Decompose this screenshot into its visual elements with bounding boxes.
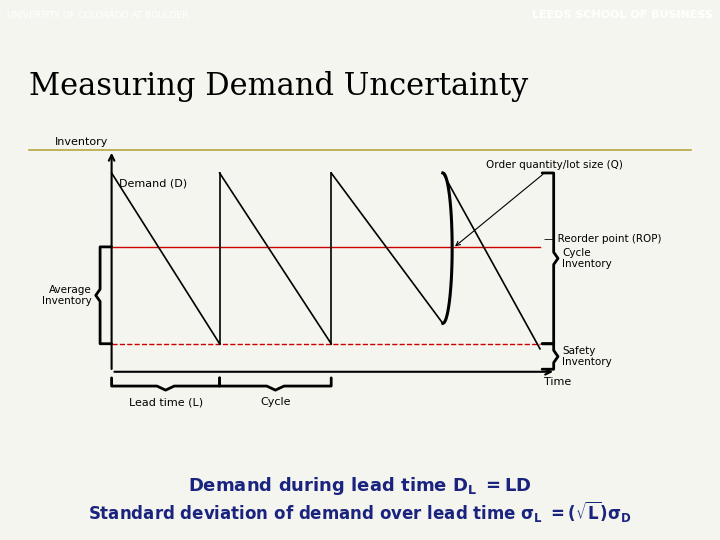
Text: Safety
Inventory: Safety Inventory bbox=[562, 346, 612, 367]
Text: Standard deviation of demand over lead time $\mathbf{\sigma_L}$ $\mathbf{= (\sqr: Standard deviation of demand over lead t… bbox=[88, 500, 632, 524]
Text: Average
Inventory: Average Inventory bbox=[42, 285, 91, 306]
Text: Measuring Demand Uncertainty: Measuring Demand Uncertainty bbox=[29, 71, 528, 102]
Text: LEEDS SCHOOL OF BUSINESS: LEEDS SCHOOL OF BUSINESS bbox=[532, 10, 713, 20]
Text: Demand during lead time $\mathbf{D_L}$ $\mathbf{= LD}$: Demand during lead time $\mathbf{D_L}$ $… bbox=[188, 476, 532, 497]
Text: Time: Time bbox=[544, 377, 572, 387]
Text: UNIVERSITY OF COLORADO AT BOULDER: UNIVERSITY OF COLORADO AT BOULDER bbox=[7, 11, 189, 19]
Text: — Reorder point (ROP): — Reorder point (ROP) bbox=[544, 234, 661, 244]
Text: Cycle
Inventory: Cycle Inventory bbox=[562, 247, 612, 269]
Text: Lead time (L): Lead time (L) bbox=[129, 397, 202, 407]
Text: Cycle: Cycle bbox=[260, 397, 291, 407]
Text: Inventory: Inventory bbox=[55, 138, 108, 147]
Text: Demand (D): Demand (D) bbox=[119, 178, 187, 188]
Text: Order quantity/lot size (Q): Order quantity/lot size (Q) bbox=[456, 160, 623, 246]
